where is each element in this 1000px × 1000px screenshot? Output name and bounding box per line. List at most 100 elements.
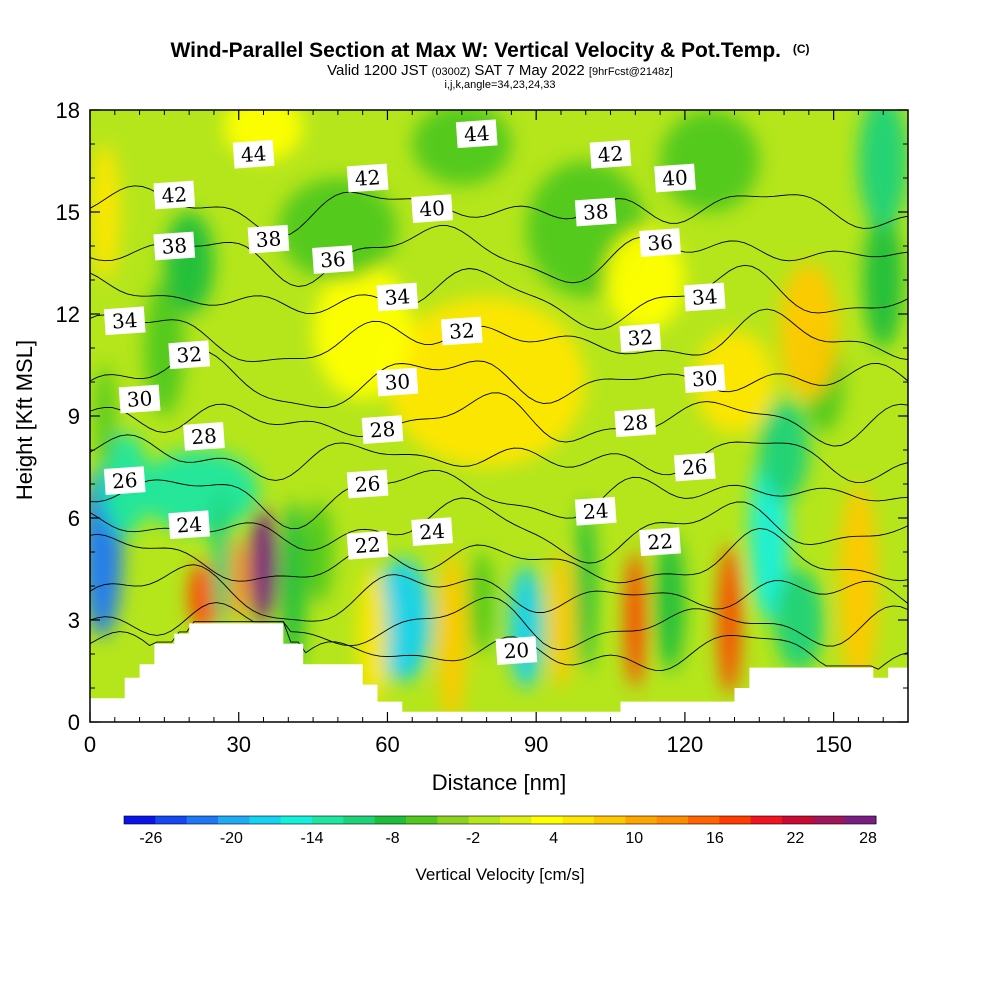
- contour-label-text: 38: [161, 233, 188, 259]
- y-tick-label: 0: [68, 710, 80, 735]
- colorbar-swatch: [186, 816, 219, 824]
- contour-label-text: 32: [448, 318, 475, 344]
- x-axis-title: Distance [nm]: [432, 770, 567, 795]
- colorbar-title: Vertical Velocity [cm/s]: [415, 865, 584, 884]
- x-tick-label: 120: [667, 732, 704, 757]
- isentrope-24: [90, 564, 908, 622]
- contour-label-36: 36: [312, 245, 354, 274]
- colorbar-label: 16: [706, 830, 724, 847]
- contour-label-box: [683, 364, 726, 393]
- contour-label-text: 26: [111, 468, 138, 494]
- contour-label-box: [118, 384, 161, 414]
- colorbar-label: 28: [859, 830, 877, 847]
- contour-label-20: 20: [495, 636, 538, 665]
- contour-label-24: 24: [168, 510, 211, 540]
- contour-label-28: 28: [361, 415, 404, 444]
- y-axis-title: Height [Kft MSL]: [12, 340, 37, 500]
- contour-label-text: 22: [647, 529, 674, 555]
- w-feature: [655, 535, 685, 671]
- subtitle-date: SAT 7 May 2022: [474, 62, 584, 79]
- contour-label-text: 28: [369, 417, 396, 443]
- contour-label-text: 40: [661, 165, 688, 191]
- y-tick-label: 6: [68, 506, 80, 531]
- contour-label-text: 26: [354, 471, 381, 497]
- isentrope-22: [90, 596, 908, 651]
- w-feature: [625, 552, 646, 688]
- isentrope-38: [90, 308, 908, 363]
- x-tick-label: 150: [815, 732, 852, 757]
- w-feature: [249, 507, 278, 624]
- plot-area: 44 44 42 42 42 40 40 38 38 38 36 36 34 34 34 32 32 32 30 30…: [90, 110, 908, 722]
- w-feature: [211, 490, 232, 627]
- contour-label-42: 42: [589, 139, 632, 169]
- contour-label-box: [168, 510, 211, 540]
- contour-label-text: 34: [384, 284, 411, 310]
- contour-label-text: 20: [503, 638, 530, 664]
- contour-label-text: 38: [582, 199, 609, 225]
- colorbar-swatch: [468, 816, 501, 824]
- chart-subtitle: Valid 1200 JST (0300Z) SAT 7 May 2022 [9…: [327, 62, 673, 79]
- colorbar-swatch: [249, 816, 282, 824]
- contour-label-box: [639, 527, 681, 557]
- contour-label-box: [376, 282, 419, 312]
- contour-label-text: 38: [255, 226, 282, 252]
- colorbar-swatch: [656, 816, 689, 824]
- colorbar-label: -8: [385, 830, 399, 847]
- contour-label-box: [411, 194, 453, 223]
- terrain-mask: [90, 623, 908, 722]
- contour-label-text: 34: [111, 308, 138, 334]
- contour-label-text: 40: [419, 196, 446, 222]
- contour-label-44: 44: [455, 119, 498, 149]
- contour-label-38: 38: [247, 224, 290, 254]
- contour-label-28: 28: [183, 422, 225, 451]
- contour-label-24: 24: [574, 496, 617, 526]
- w-feature: [90, 144, 120, 280]
- w-feature: [372, 558, 433, 682]
- colorbar-label: -2: [466, 830, 480, 847]
- isentrope-42: [90, 225, 908, 287]
- w-feature: [469, 552, 495, 654]
- contour-label-text: 28: [190, 424, 217, 450]
- colorbar-label: 4: [549, 830, 558, 847]
- contour-label-text: 28: [622, 410, 649, 436]
- contour-label-box: [346, 163, 389, 193]
- w-feature: [575, 501, 596, 671]
- w-feature: [858, 110, 908, 229]
- contour-label-32: 32: [440, 316, 483, 346]
- contour-label-box: [654, 163, 696, 193]
- x-tick-label: 90: [524, 732, 548, 757]
- x-tick-label: 30: [226, 732, 250, 757]
- contour-label-box: [376, 367, 419, 397]
- y-tick-label: 9: [68, 404, 80, 429]
- contour-label-text: 42: [597, 141, 624, 167]
- contour-label-box: [103, 306, 146, 336]
- colorbar-swatch: [124, 816, 156, 824]
- colorbar-swatch: [155, 816, 188, 824]
- contour-label-box: [312, 245, 354, 274]
- contour-label-box: [683, 282, 726, 312]
- contour-label-text: 26: [681, 454, 708, 480]
- y-tick-label: 12: [56, 302, 80, 327]
- colorbar-label: 10: [625, 830, 643, 847]
- colorbar-label: 22: [787, 830, 805, 847]
- isentrope-36: [90, 349, 908, 408]
- contour-label-42: 42: [153, 180, 196, 210]
- w-feature: [94, 365, 115, 467]
- colorbar-swatch: [750, 816, 783, 824]
- colorbar-label: -26: [139, 830, 162, 847]
- contour-label-text: 36: [647, 230, 674, 256]
- contour-label-text: 24: [419, 519, 446, 545]
- contour-label-text: 36: [319, 247, 346, 273]
- contour-label-40: 40: [654, 163, 696, 193]
- contour-label-box: [183, 422, 225, 451]
- contour-label-box: [153, 231, 196, 261]
- colorbar-swatch: [531, 816, 564, 824]
- colorbar-swatch: [594, 816, 626, 824]
- y-tick-label: 3: [68, 608, 80, 633]
- contour-label-34: 34: [103, 306, 146, 336]
- colorbar: -26 -20 -14 -8 -2 4 10 16 22 28: [123, 815, 877, 847]
- chart-title-mark: (C): [793, 42, 810, 56]
- contour-label-38: 38: [574, 197, 617, 227]
- subtitle-valid: Valid 1200 JST: [327, 62, 427, 79]
